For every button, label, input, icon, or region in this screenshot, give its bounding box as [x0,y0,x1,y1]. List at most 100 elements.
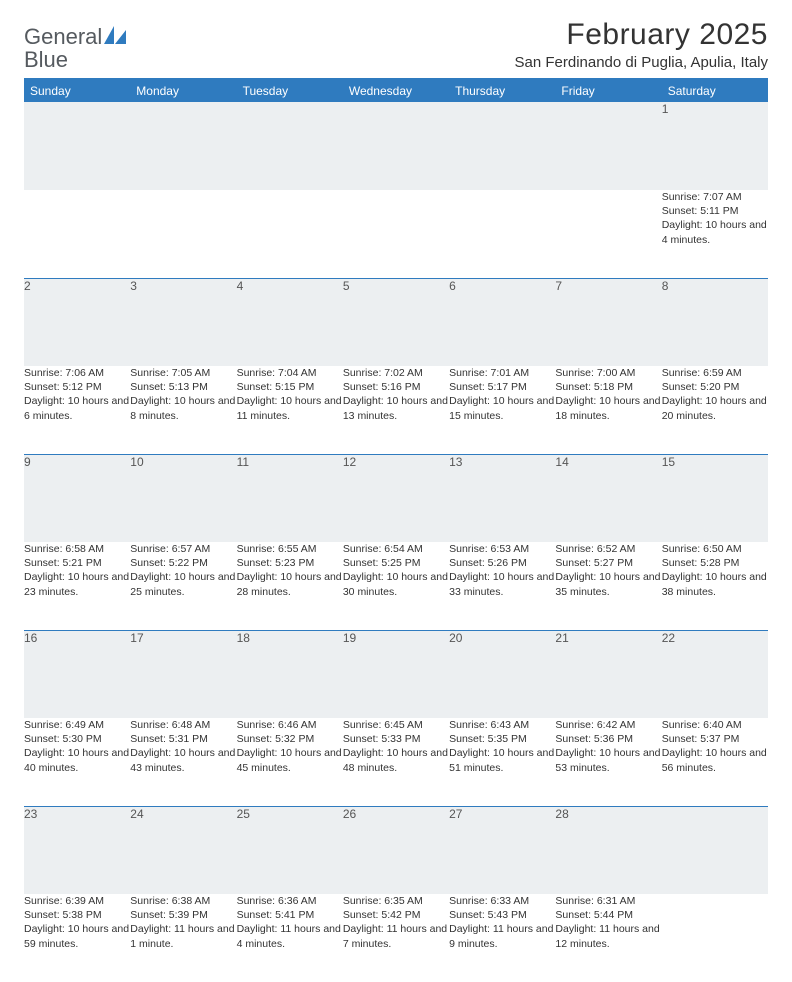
day-number-cell: 6 [449,278,555,366]
sunrise-line: Sunrise: 6:58 AM [24,542,130,556]
day-content-cell: Sunrise: 6:35 AMSunset: 5:42 PMDaylight:… [343,894,449,982]
sunset-line: Sunset: 5:25 PM [343,556,449,570]
sunrise-line: Sunrise: 7:06 AM [24,366,130,380]
day-content-cell: Sunrise: 7:01 AMSunset: 5:17 PMDaylight:… [449,366,555,454]
day-number-cell: 18 [237,630,343,718]
daylight-line: Daylight: 10 hours and 13 minutes. [343,394,449,422]
day-content-cell: Sunrise: 6:46 AMSunset: 5:32 PMDaylight:… [237,718,343,806]
sunrise-line: Sunrise: 6:36 AM [237,894,343,908]
day-content-cell: Sunrise: 6:53 AMSunset: 5:26 PMDaylight:… [449,542,555,630]
daylight-line: Daylight: 10 hours and 15 minutes. [449,394,555,422]
sunrise-line: Sunrise: 6:33 AM [449,894,555,908]
sunset-line: Sunset: 5:28 PM [662,556,768,570]
sunrise-line: Sunrise: 7:00 AM [555,366,661,380]
day-content-row: Sunrise: 6:39 AMSunset: 5:38 PMDaylight:… [24,894,768,982]
day-number-cell: 2 [24,278,130,366]
sunset-line: Sunset: 5:17 PM [449,380,555,394]
logo-text-1: General [24,24,102,49]
sunrise-line: Sunrise: 6:42 AM [555,718,661,732]
sunset-line: Sunset: 5:23 PM [237,556,343,570]
day-content-row: Sunrise: 6:49 AMSunset: 5:30 PMDaylight:… [24,718,768,806]
sunset-line: Sunset: 5:18 PM [555,380,661,394]
sunset-line: Sunset: 5:32 PM [237,732,343,746]
day-number-cell: 26 [343,806,449,894]
sunset-line: Sunset: 5:21 PM [24,556,130,570]
day-number-cell: 4 [237,278,343,366]
day-number-cell: 19 [343,630,449,718]
daylight-line: Daylight: 10 hours and 33 minutes. [449,570,555,598]
day-number-cell: 1 [662,102,768,190]
day-content-cell: Sunrise: 7:00 AMSunset: 5:18 PMDaylight:… [555,366,661,454]
month-title: February 2025 [515,18,769,52]
daylight-line: Daylight: 10 hours and 23 minutes. [24,570,130,598]
day-content-cell: Sunrise: 6:50 AMSunset: 5:28 PMDaylight:… [662,542,768,630]
sunset-line: Sunset: 5:11 PM [662,204,768,218]
sunrise-line: Sunrise: 7:05 AM [130,366,236,380]
day-number-cell: 20 [449,630,555,718]
day-content-row: Sunrise: 7:07 AMSunset: 5:11 PMDaylight:… [24,190,768,278]
sunrise-line: Sunrise: 6:48 AM [130,718,236,732]
daylight-line: Daylight: 10 hours and 51 minutes. [449,746,555,774]
daylight-line: Daylight: 10 hours and 20 minutes. [662,394,768,422]
sunrise-line: Sunrise: 6:55 AM [237,542,343,556]
daylight-line: Daylight: 10 hours and 38 minutes. [662,570,768,598]
day-content-cell [662,894,768,982]
sunset-line: Sunset: 5:43 PM [449,908,555,922]
sunset-line: Sunset: 5:16 PM [343,380,449,394]
day-number-cell [237,102,343,190]
daylight-line: Daylight: 10 hours and 40 minutes. [24,746,130,774]
weekday-header: Wednesday [343,80,449,102]
day-number-row: 1 [24,102,768,190]
day-number-cell: 22 [662,630,768,718]
sunrise-line: Sunrise: 6:31 AM [555,894,661,908]
day-number-cell [449,102,555,190]
sunset-line: Sunset: 5:44 PM [555,908,661,922]
day-number-cell: 28 [555,806,661,894]
sunrise-line: Sunrise: 6:54 AM [343,542,449,556]
logo-text-2: Blue [24,47,68,72]
sunrise-line: Sunrise: 7:07 AM [662,190,768,204]
day-number-cell [662,806,768,894]
day-number-cell: 8 [662,278,768,366]
calendar-body: 1Sunrise: 7:07 AMSunset: 5:11 PMDaylight… [24,102,768,982]
sunrise-line: Sunrise: 6:50 AM [662,542,768,556]
sunrise-line: Sunrise: 6:57 AM [130,542,236,556]
daylight-line: Daylight: 10 hours and 4 minutes. [662,218,768,246]
sunset-line: Sunset: 5:38 PM [24,908,130,922]
daylight-line: Daylight: 10 hours and 45 minutes. [237,746,343,774]
weekday-header: Monday [130,80,236,102]
sunset-line: Sunset: 5:33 PM [343,732,449,746]
daylight-line: Daylight: 10 hours and 8 minutes. [130,394,236,422]
daylight-line: Daylight: 10 hours and 35 minutes. [555,570,661,598]
day-content-cell: Sunrise: 6:48 AMSunset: 5:31 PMDaylight:… [130,718,236,806]
day-number-cell: 16 [24,630,130,718]
day-content-cell: Sunrise: 6:45 AMSunset: 5:33 PMDaylight:… [343,718,449,806]
sunset-line: Sunset: 5:37 PM [662,732,768,746]
day-number-cell: 3 [130,278,236,366]
sunrise-line: Sunrise: 7:02 AM [343,366,449,380]
sunrise-line: Sunrise: 7:01 AM [449,366,555,380]
daylight-line: Daylight: 11 hours and 1 minute. [130,922,236,950]
weekday-header: Thursday [449,80,555,102]
sunrise-line: Sunrise: 6:52 AM [555,542,661,556]
sunrise-line: Sunrise: 6:35 AM [343,894,449,908]
daylight-line: Daylight: 10 hours and 48 minutes. [343,746,449,774]
weekday-header: Tuesday [237,80,343,102]
daylight-line: Daylight: 10 hours and 56 minutes. [662,746,768,774]
day-number-cell: 24 [130,806,236,894]
sunrise-line: Sunrise: 6:39 AM [24,894,130,908]
sunset-line: Sunset: 5:20 PM [662,380,768,394]
day-number-row: 232425262728 [24,806,768,894]
weekday-header: Sunday [24,80,130,102]
sunrise-line: Sunrise: 6:46 AM [237,718,343,732]
day-number-cell: 5 [343,278,449,366]
day-content-cell [237,190,343,278]
day-number-cell: 21 [555,630,661,718]
day-number-row: 16171819202122 [24,630,768,718]
day-content-cell [343,190,449,278]
sunset-line: Sunset: 5:41 PM [237,908,343,922]
sunrise-line: Sunrise: 6:38 AM [130,894,236,908]
day-content-cell: Sunrise: 6:36 AMSunset: 5:41 PMDaylight:… [237,894,343,982]
day-number-cell: 15 [662,454,768,542]
day-number-cell: 23 [24,806,130,894]
